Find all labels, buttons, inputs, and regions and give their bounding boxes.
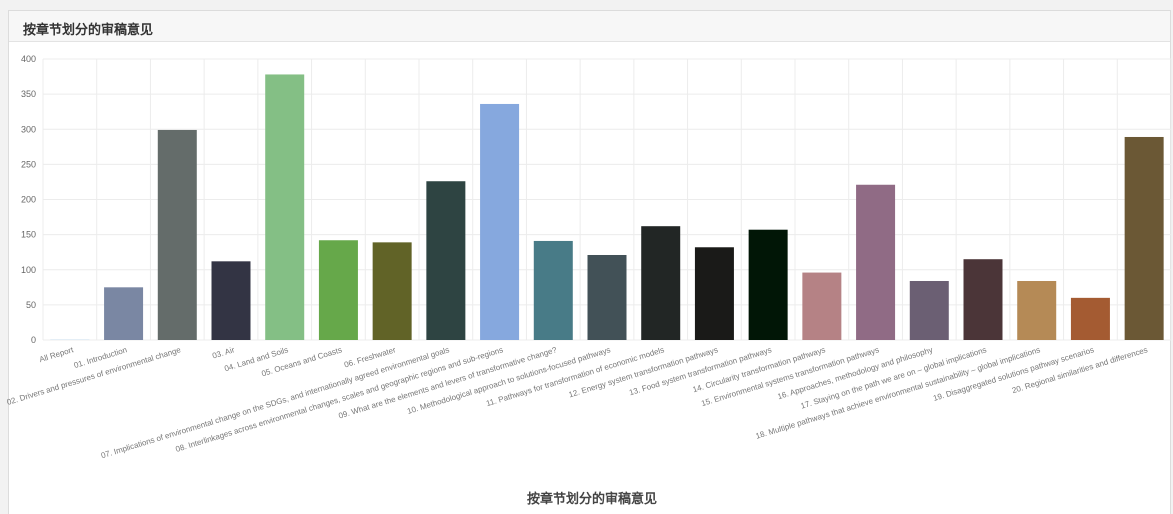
y-tick-label: 0 [31, 335, 36, 345]
bar[interactable] [1070, 297, 1110, 340]
bar[interactable] [587, 254, 627, 340]
bar[interactable] [641, 226, 681, 340]
x-tick-label: 03. Air [211, 345, 236, 360]
bar[interactable] [963, 259, 1003, 340]
bar[interactable] [426, 181, 466, 340]
bar[interactable] [909, 280, 949, 340]
chart-title: 按章节划分的审稿意见 [527, 491, 657, 506]
bar[interactable] [318, 240, 358, 340]
bar[interactable] [1124, 136, 1164, 340]
bar[interactable] [480, 103, 520, 341]
y-tick-label: 100 [21, 265, 36, 275]
y-tick-label: 150 [21, 230, 36, 240]
y-tick-label: 250 [21, 159, 36, 169]
y-tick-label: 50 [26, 300, 36, 310]
x-tick-label: All Report [38, 345, 75, 364]
bar[interactable] [211, 261, 251, 340]
y-tick-label: 400 [21, 54, 36, 64]
bar[interactable] [50, 339, 90, 340]
bar[interactable] [372, 242, 412, 340]
bar[interactable] [265, 74, 305, 340]
bar[interactable] [856, 184, 896, 340]
bar[interactable] [748, 229, 788, 340]
bar[interactable] [157, 129, 197, 340]
y-tick-label: 200 [21, 195, 36, 205]
y-axis-ticks: 0 50 100 150 200 250 300 350 400 [21, 54, 36, 345]
bar[interactable] [533, 240, 573, 340]
bar[interactable] [802, 272, 842, 340]
panel-header: 按章节划分的审稿意见 [9, 11, 1170, 42]
y-tick-label: 300 [21, 124, 36, 134]
bar[interactable] [1017, 280, 1057, 340]
chart-bars [50, 74, 1164, 341]
bar[interactable] [104, 287, 144, 340]
panel-title: 按章节划分的审稿意见 [23, 22, 154, 37]
bar[interactable] [694, 247, 734, 340]
y-tick-label: 350 [21, 89, 36, 99]
